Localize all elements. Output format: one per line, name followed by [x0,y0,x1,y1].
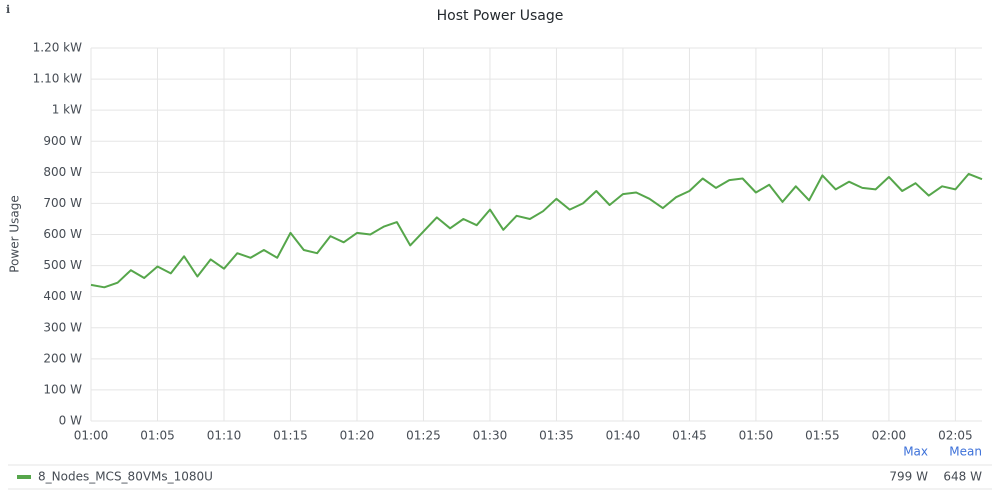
x-tick-label: 01:25 [406,429,441,443]
x-tick-label: 01:40 [606,429,641,443]
legend-label[interactable]: 8_Nodes_MCS_80VMs_1080U [38,470,213,484]
y-tick-label: 0 W [59,414,82,428]
y-tick-label: 500 W [43,258,82,272]
x-tick-label: 01:05 [140,429,175,443]
x-tick-label: 01:00 [74,429,109,443]
info-icon[interactable]: ℹ [6,3,10,16]
x-tick-label: 02:05 [938,429,973,443]
y-axis-label: Power Usage [8,195,22,272]
y-tick-label: 400 W [43,289,82,303]
legend-header[interactable]: Mean [949,445,982,459]
y-tick-label: 600 W [43,227,82,241]
legend-header[interactable]: Max [903,445,928,459]
x-tick-label: 01:45 [672,429,707,443]
legend-stat: 648 W [943,470,982,484]
x-tick-label: 01:30 [473,429,508,443]
y-tick-label: 100 W [43,382,82,396]
legend-stat: 799 W [889,470,928,484]
series-line [90,172,983,289]
y-tick-label: 700 W [43,196,82,210]
x-tick-label: 02:00 [872,429,907,443]
x-tick-label: 01:10 [207,429,242,443]
y-tick-label: 900 W [43,134,82,148]
y-tick-label: 1.10 kW [33,72,82,86]
chart-title: Host Power Usage [437,8,564,24]
y-tick-label: 800 W [43,165,82,179]
x-tick-label: 01:55 [805,429,840,443]
y-tick-label: 1.20 kW [33,41,82,55]
y-tick-label: 1 kW [52,103,82,117]
x-tick-label: 01:15 [273,429,308,443]
x-tick-label: 01:20 [340,429,375,443]
y-tick-label: 200 W [43,351,82,365]
x-tick-label: 01:35 [539,429,574,443]
x-tick-label: 01:50 [739,429,774,443]
y-tick-label: 300 W [43,320,82,334]
